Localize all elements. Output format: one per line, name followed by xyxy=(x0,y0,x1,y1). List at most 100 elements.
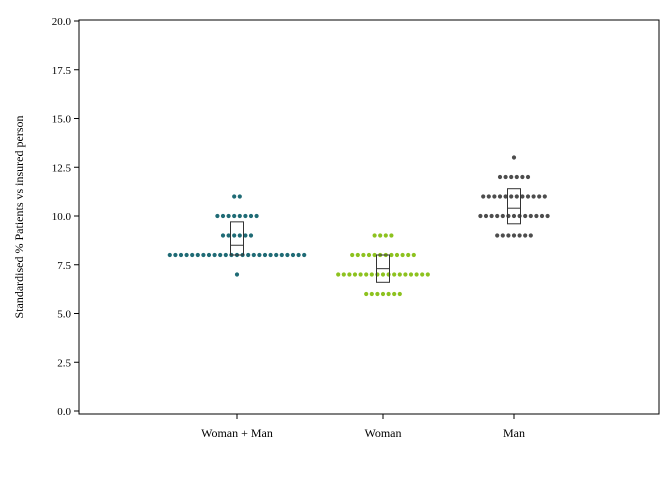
data-point xyxy=(506,213,511,219)
data-point xyxy=(366,252,372,258)
data-point xyxy=(190,252,195,258)
data-point xyxy=(531,194,536,199)
data-point xyxy=(361,252,366,258)
data-point xyxy=(389,252,394,258)
data-point xyxy=(497,174,503,180)
data-point xyxy=(237,213,242,219)
data-point xyxy=(274,252,279,258)
data-point xyxy=(403,272,408,277)
data-point xyxy=(506,233,511,238)
data-point xyxy=(372,252,377,258)
data-point xyxy=(237,233,242,238)
data-point xyxy=(237,194,242,199)
data-point xyxy=(537,194,542,199)
data-point xyxy=(369,291,374,297)
y-tick-label: 10.0 xyxy=(52,211,72,223)
data-point xyxy=(234,272,240,277)
data-point xyxy=(528,213,533,219)
data-point xyxy=(511,233,517,238)
data-point xyxy=(178,252,184,258)
y-tick-label: 2.5 xyxy=(57,357,71,369)
y-tick-label: 17.5 xyxy=(52,65,72,77)
plot-frame xyxy=(78,19,660,415)
data-point xyxy=(350,252,355,258)
data-point xyxy=(262,252,268,258)
data-point xyxy=(248,233,254,238)
data-point xyxy=(173,252,178,258)
data-point xyxy=(218,252,223,258)
data-point xyxy=(514,194,519,199)
data-point xyxy=(545,213,550,219)
data-point xyxy=(525,174,531,180)
data-point xyxy=(232,194,237,199)
data-point xyxy=(226,233,231,238)
data-point xyxy=(520,194,525,199)
data-point xyxy=(495,233,500,238)
data-point xyxy=(248,213,254,219)
data-point xyxy=(420,272,425,277)
data-point xyxy=(539,213,545,219)
data-point xyxy=(375,291,380,297)
data-point xyxy=(497,194,503,199)
data-point xyxy=(375,272,380,277)
data-point xyxy=(509,194,514,199)
data-point xyxy=(257,252,262,258)
data-point xyxy=(534,213,539,219)
x-category-label: Man xyxy=(503,426,525,440)
data-point xyxy=(220,233,226,238)
data-point xyxy=(500,213,505,219)
y-tick-label: 5.0 xyxy=(57,309,71,321)
data-point xyxy=(201,252,206,258)
data-point xyxy=(341,272,346,277)
data-point xyxy=(483,213,489,219)
data-point xyxy=(489,213,494,219)
data-point xyxy=(355,252,360,258)
y-tick-label: 0.0 xyxy=(57,406,71,418)
data-point xyxy=(511,155,517,160)
data-point xyxy=(243,213,248,219)
x-category-label: Woman + Man xyxy=(201,426,273,440)
data-point xyxy=(254,213,259,219)
series-dots xyxy=(336,233,430,297)
data-point xyxy=(500,233,505,238)
data-point xyxy=(232,233,237,238)
data-point xyxy=(279,252,284,258)
data-point xyxy=(495,213,500,219)
data-point xyxy=(503,174,508,180)
series-dots xyxy=(478,155,550,238)
data-point xyxy=(400,252,405,258)
data-point xyxy=(336,272,341,277)
data-point xyxy=(383,233,388,238)
data-point xyxy=(414,272,419,277)
data-point xyxy=(525,194,531,199)
data-point xyxy=(347,272,352,277)
dot-series xyxy=(167,155,550,297)
data-point xyxy=(380,272,386,277)
data-point xyxy=(486,194,491,199)
data-point xyxy=(246,252,251,258)
data-point xyxy=(503,194,508,199)
data-point xyxy=(251,252,256,258)
data-point xyxy=(296,252,301,258)
data-point xyxy=(215,213,220,219)
data-point xyxy=(408,272,414,277)
data-point xyxy=(392,291,397,297)
data-point xyxy=(364,291,369,297)
data-point xyxy=(520,174,525,180)
data-point xyxy=(511,213,517,219)
data-point xyxy=(542,194,547,199)
data-point xyxy=(285,252,290,258)
data-point xyxy=(514,174,519,180)
data-point xyxy=(212,252,217,258)
data-point xyxy=(397,272,402,277)
data-point xyxy=(389,233,394,238)
x-category-label: Woman xyxy=(364,426,401,440)
data-point xyxy=(394,252,400,258)
data-point xyxy=(352,272,358,277)
data-point xyxy=(425,272,430,277)
data-point xyxy=(290,252,296,258)
data-point xyxy=(523,213,528,219)
y-tick-label: 20.0 xyxy=(52,16,72,28)
data-point xyxy=(392,272,397,277)
y-tick-label: 7.5 xyxy=(57,260,71,272)
